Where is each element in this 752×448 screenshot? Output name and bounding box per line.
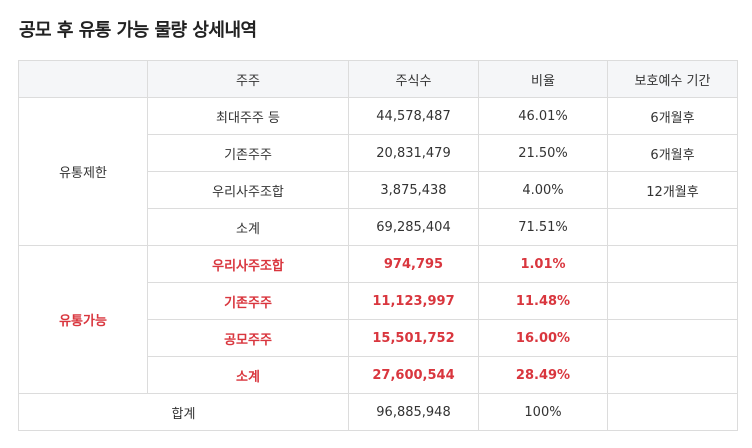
lockup-cell: 12개월후 [607,171,738,209]
total-row: 합계 96,885,948 100% [18,393,738,431]
header-shares: 주식수 [348,60,479,98]
table-row: 우리사주조합 3,875,438 4.00% 12개월후 [19,171,738,209]
shares-cell: 974,795 [348,245,479,283]
shares-cell: 27,600,544 [348,356,479,394]
holder-cell: 우리사주조합 [147,171,349,209]
table-row: 소계 27,600,544 28.49% [19,356,738,394]
shares-cell: 69,285,404 [348,208,479,246]
ratio-cell: 1.01% [478,245,608,283]
header-lockup: 보호예수 기간 [607,60,738,98]
total-label: 합계 [18,393,349,431]
shares-cell: 15,501,752 [348,319,479,357]
lockup-cell [607,208,738,246]
holder-cell: 우리사주조합 [147,245,349,283]
table-row: 유통제한 최대주주 등 44,578,487 46.01% 6개월후 [18,97,738,246]
holder-cell: 공모주주 [147,319,349,357]
page-title: 공모 후 유통 가능 물량 상세내역 [19,20,257,41]
table-header-row: 주주 주식수 비율 보호예수 기간 [18,60,738,98]
table-row: 공모주주 15,501,752 16.00% [19,319,738,357]
group-label-restricted: 유통제한 [18,97,148,246]
lockup-cell: 6개월후 [607,134,738,172]
shares-cell: 3,875,438 [348,171,479,209]
total-lockup [607,393,738,431]
lockup-cell [607,356,738,394]
holder-cell: 소계 [147,208,349,246]
share-detail-table: 주주 주식수 비율 보호예수 기간 유통제한 최대주주 등 44,578,487… [18,60,738,431]
shares-cell: 20,831,479 [348,134,479,172]
ratio-cell: 46.01% [478,97,608,135]
lockup-cell [607,282,738,320]
ratio-cell: 28.49% [478,356,608,394]
lockup-cell [607,319,738,357]
lockup-cell: 6개월후 [607,97,738,135]
table-row: 소계 69,285,404 71.51% [19,208,738,246]
ratio-cell: 11.48% [478,282,608,320]
ratio-cell: 71.51% [478,208,608,246]
table-row: 기존주주 11,123,997 11.48% [19,282,738,320]
shares-cell: 44,578,487 [348,97,479,135]
table-row: 유통가능 우리사주조합 974,795 1.01% [18,245,738,394]
group-label-available: 유통가능 [18,245,148,394]
holder-cell: 소계 [147,356,349,394]
shares-cell: 11,123,997 [348,282,479,320]
holder-cell: 기존주주 [147,134,349,172]
header-category [18,60,148,98]
header-holder: 주주 [147,60,349,98]
total-shares: 96,885,948 [348,393,479,431]
ratio-cell: 16.00% [478,319,608,357]
header-ratio: 비율 [478,60,608,98]
ratio-cell: 21.50% [478,134,608,172]
lockup-cell [607,245,738,283]
table-row: 기존주주 20,831,479 21.50% 6개월후 [19,134,738,172]
ratio-cell: 4.00% [478,171,608,209]
holder-cell: 최대주주 등 [147,97,349,135]
total-ratio: 100% [478,393,608,431]
holder-cell: 기존주주 [147,282,349,320]
